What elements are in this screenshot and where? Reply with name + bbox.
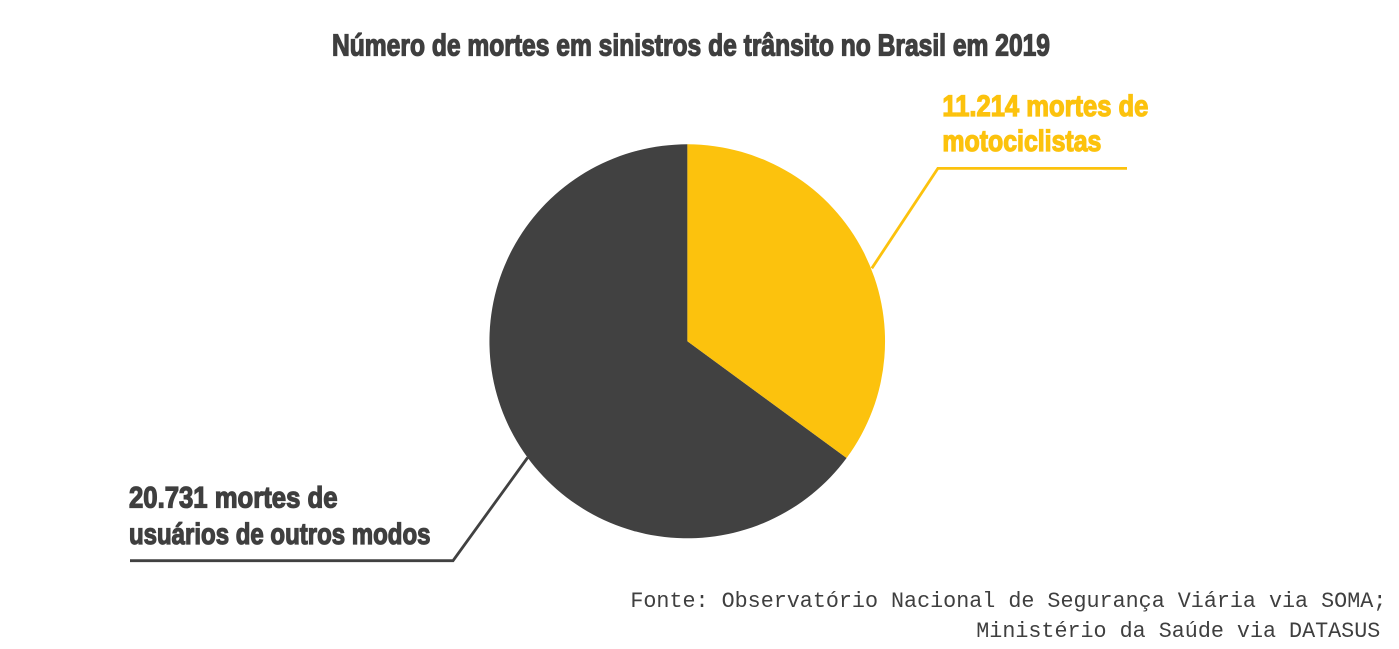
svg-text:usuários de outros modos: usuários de outros modos — [129, 518, 431, 551]
svg-text:motociclistas: motociclistas — [942, 125, 1101, 158]
svg-text:20.731 mortes de: 20.731 mortes de — [129, 482, 338, 515]
svg-text:11.214 mortes de: 11.214 mortes de — [942, 90, 1148, 123]
svg-text:Fonte: Observatório Nacional d: Fonte: Observatório Nacional de Seguranç… — [630, 589, 1386, 614]
svg-text:Número de mortes em sinistros: Número de mortes em sinistros de trânsit… — [332, 27, 1050, 62]
svg-text:Ministério da Saúde via DATASU: Ministério da Saúde via DATASUS — [976, 619, 1380, 644]
